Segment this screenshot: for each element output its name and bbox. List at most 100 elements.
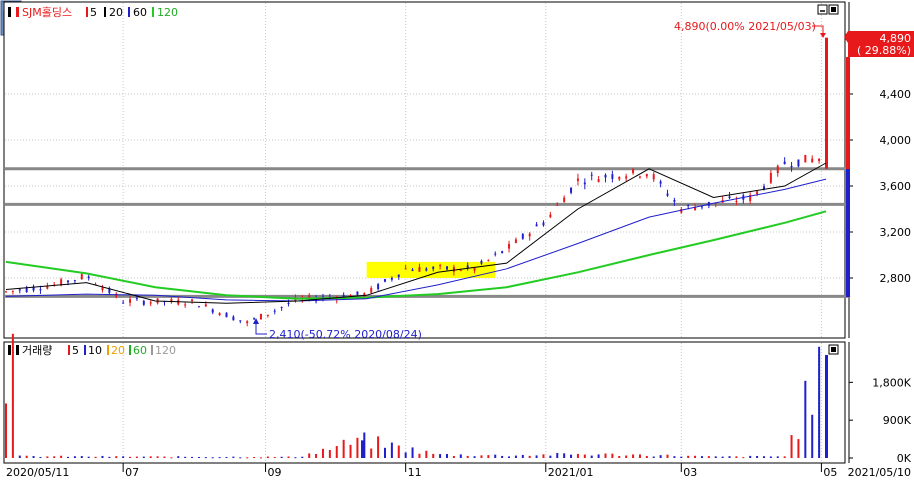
volume-bar: [459, 454, 462, 458]
candle: [756, 191, 759, 195]
candle: [122, 302, 125, 304]
candle: [390, 277, 393, 280]
legend-ma5: 5: [90, 6, 97, 19]
volume-bar: [142, 456, 145, 458]
candle: [459, 269, 462, 271]
x-tick-label: 05: [823, 466, 837, 479]
max-annotation-leader: [812, 25, 824, 34]
candle: [542, 222, 545, 226]
vol-legend-ma5: 5: [72, 344, 79, 357]
volume-bar: [287, 456, 290, 458]
volume-plot-frame: [3, 341, 846, 464]
candle: [452, 267, 455, 272]
candle: [563, 197, 566, 203]
candle: [508, 243, 511, 249]
candle: [728, 196, 731, 199]
ma120-line: [5, 210, 827, 300]
volume-bar: [590, 455, 593, 458]
volume-bar: [728, 456, 731, 458]
price-y-axis: 4,400 4,000 3,600 3,200 2,800: [849, 88, 911, 285]
volume-bar: [811, 414, 814, 458]
last-price: 4,890: [880, 32, 912, 45]
candle: [783, 161, 786, 165]
candle: [191, 299, 194, 301]
candle: [87, 276, 90, 279]
volume-bar: [53, 456, 56, 458]
volume-bar: [776, 456, 779, 458]
volume-bar: [280, 456, 283, 458]
candle: [39, 289, 42, 291]
volume-bar: [611, 453, 614, 458]
candle: [604, 174, 607, 178]
candle: [549, 214, 552, 218]
candle: [370, 288, 373, 293]
volume-bar: [191, 456, 194, 458]
min-annotation-leader: [255, 321, 267, 335]
volume-bar: [707, 456, 710, 458]
price-close-button[interactable]: [828, 4, 839, 15]
price-tick-label: 4,400: [880, 88, 912, 101]
candle: [197, 306, 200, 308]
volume-bar: [659, 455, 662, 458]
price-panel: SJM홀딩스 5 20 60 120 4,890(0.00% 2021/05/0…: [3, 1, 914, 341]
volume-bar: [80, 456, 83, 458]
candle: [797, 159, 800, 167]
candle: [749, 194, 752, 202]
volume-bar: [122, 456, 125, 458]
axis-down-bar: [846, 169, 850, 297]
candle: [446, 266, 449, 270]
volume-bar: [204, 457, 207, 459]
candle: [666, 193, 669, 196]
volume-bar: [225, 457, 228, 459]
candle: [11, 290, 14, 292]
volume-bar: [301, 456, 304, 458]
volume-bar: [397, 445, 400, 458]
volume-bar: [129, 456, 132, 458]
candle: [487, 259, 490, 261]
candle: [266, 314, 269, 316]
volume-bar: [328, 450, 331, 458]
candle: [521, 234, 524, 239]
close-icon: [831, 7, 836, 12]
volume-bar: [535, 455, 538, 458]
candle: [108, 288, 111, 293]
x-tick-label: 2021/05/10: [848, 466, 911, 479]
price-minimize-button[interactable]: [817, 4, 828, 15]
candle: [501, 251, 504, 254]
volume-bar: [494, 454, 497, 458]
volume-bar: [294, 457, 297, 459]
candle: [232, 316, 235, 321]
volume-spike: [361, 440, 365, 458]
candle: [466, 265, 469, 268]
volume-bar: [742, 457, 745, 459]
volume-tick-label: 1,800K: [872, 376, 911, 389]
min-annotation: 2,410(-50.72% 2020/08/24): [269, 328, 422, 341]
candle: [776, 165, 779, 174]
candle: [680, 209, 683, 213]
vol-legend-ma120: 120: [155, 344, 176, 357]
candle: [253, 318, 256, 320]
volume-bar: [108, 456, 111, 458]
candle: [25, 287, 28, 293]
candle: [67, 280, 70, 283]
volume-spike: [825, 355, 828, 458]
candle: [308, 295, 311, 299]
volume-minimize-button[interactable]: [828, 344, 839, 355]
volume-bar: [87, 456, 90, 458]
candle: [80, 274, 83, 280]
candle-spike: [825, 37, 828, 169]
volume-bar: [521, 454, 524, 458]
candle: [687, 205, 690, 207]
volume-bar: [638, 454, 641, 458]
candle: [618, 176, 621, 180]
candle: [638, 176, 641, 178]
candle: [404, 268, 407, 270]
x-tick-label: 11: [408, 466, 422, 479]
volume-bar: [363, 432, 366, 458]
price-tick-label: 3,600: [880, 180, 912, 193]
volume-y-axis: 1,800K 900K 0K: [849, 376, 912, 465]
volume-bar: [321, 448, 324, 458]
volume-bar: [135, 456, 138, 458]
candle: [184, 304, 187, 306]
volume-bar: [762, 456, 765, 458]
